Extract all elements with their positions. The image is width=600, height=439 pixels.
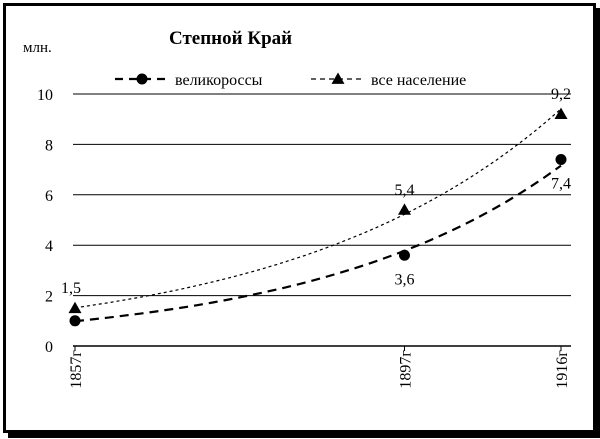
y-tick-label-4: 4 — [45, 238, 53, 255]
chart-frame: Степной Край млн. великороссы все населен… — [3, 3, 596, 433]
marker-1-3 — [555, 154, 567, 166]
data-label-1-3: 7,4 — [551, 176, 571, 193]
x-axis-tick-labels: 1857г 1897г 1916г — [68, 346, 571, 389]
line-chart: Степной Край млн. великороссы все населен… — [23, 28, 571, 389]
y-tick-label-6: 6 — [45, 188, 53, 205]
x-tick-label-2: 1916г — [554, 350, 571, 389]
legend-marker-1 — [136, 73, 148, 85]
gridlines — [73, 93, 571, 347]
chart-title: Степной Край — [169, 28, 292, 49]
legend-marker-2 — [331, 72, 345, 84]
y-axis-tick-labels: 0 2 4 6 8 10 — [37, 87, 53, 356]
marker-1-2 — [398, 249, 410, 261]
marker-2-3 — [554, 107, 568, 120]
y-axis-unit-label: млн. — [23, 40, 52, 56]
marker-1-1 — [69, 315, 81, 327]
data-label-1-2: 3,6 — [394, 271, 414, 288]
trendline-1 — [74, 164, 562, 323]
trend-lines — [74, 108, 562, 323]
data-label-2-3: 9,2 — [551, 86, 571, 103]
data-markers — [68, 107, 568, 327]
x-tick-label-0: 1857г — [68, 350, 85, 389]
x-tick-label-1: 1897г — [397, 350, 414, 389]
data-label-2-2: 5,4 — [394, 182, 414, 199]
y-tick-label-2: 2 — [45, 289, 53, 306]
y-tick-label-10: 10 — [37, 87, 53, 104]
legend-label-2: все население — [371, 72, 466, 89]
marker-2-1 — [68, 301, 82, 314]
y-tick-label-0: 0 — [45, 339, 53, 356]
data-label-2-1: 1,5 — [61, 280, 81, 297]
legend: великороссы все население — [115, 72, 466, 89]
marker-2-2 — [397, 203, 411, 215]
legend-label-1: великороссы — [175, 72, 263, 89]
y-tick-label-8: 8 — [45, 137, 53, 154]
data-labels: 3,6 7,4 1,5 5,4 9,2 — [61, 86, 571, 297]
